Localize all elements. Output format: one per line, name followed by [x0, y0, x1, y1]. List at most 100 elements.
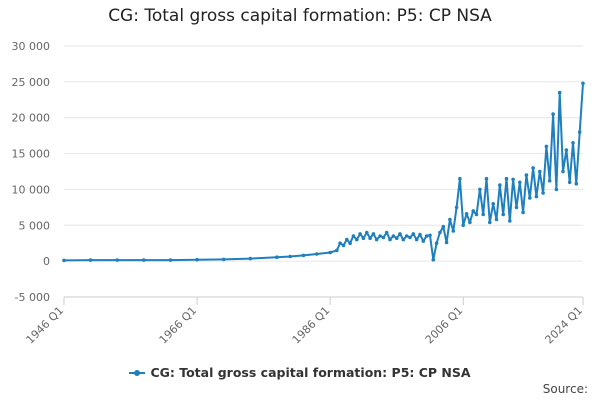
data-point — [541, 191, 545, 195]
data-point — [168, 258, 173, 262]
data-point — [478, 187, 482, 192]
data-point — [564, 148, 569, 152]
x-tick-label: 1966 Q1 — [157, 304, 200, 347]
data-point — [401, 237, 406, 242]
data-point — [431, 257, 436, 262]
data-point — [501, 212, 506, 217]
data-point — [288, 254, 293, 259]
y-tick-label: -5 000 — [15, 291, 50, 304]
x-tick-label: 1986 Q1 — [290, 304, 333, 347]
data-point — [394, 236, 399, 240]
y-tick-label: 0 — [43, 255, 50, 268]
chart-title: CG: Total gross capital formation: P5: C… — [108, 6, 492, 26]
data-point — [371, 232, 376, 236]
data-point — [368, 236, 372, 240]
data-point — [484, 176, 489, 181]
data-point — [528, 196, 532, 200]
data-point — [531, 166, 535, 170]
source-label: Source: — [542, 382, 588, 396]
x-tick-label: 1946 Q1 — [24, 304, 67, 347]
data-point — [115, 258, 119, 262]
x-tick-label: 2024 Q1 — [543, 304, 586, 347]
data-point — [408, 235, 412, 240]
data-point — [345, 237, 349, 242]
data-point — [514, 205, 519, 210]
data-point — [581, 81, 585, 86]
data-point — [62, 258, 66, 263]
data-point — [481, 212, 486, 217]
series-line — [63, 83, 584, 262]
data-point — [474, 212, 479, 217]
data-point — [454, 205, 459, 210]
legend-label: CG: Total gross capital formation: P5: C… — [150, 365, 471, 380]
data-point — [428, 233, 432, 238]
data-point — [221, 257, 226, 262]
data-point — [335, 248, 339, 253]
data-point — [248, 256, 253, 261]
data-point — [547, 179, 552, 183]
data-point — [498, 183, 502, 187]
data-point — [551, 112, 555, 116]
data-point — [458, 176, 462, 181]
data-point — [521, 210, 525, 215]
data-point — [448, 217, 452, 222]
data-point — [574, 181, 579, 186]
legend-marker-icon — [129, 369, 146, 377]
data-point — [374, 237, 379, 242]
data-point — [438, 230, 442, 235]
data-point — [554, 187, 559, 192]
data-point — [451, 229, 456, 233]
legend[interactable]: CG: Total gross capital formation: P5: C… — [0, 365, 600, 380]
data-point — [388, 237, 392, 242]
data-point — [384, 230, 389, 235]
data-point — [411, 232, 416, 236]
data-point — [561, 169, 565, 174]
data-point — [328, 250, 333, 255]
data-point — [424, 234, 429, 238]
data-point — [378, 234, 382, 238]
data-point — [491, 202, 496, 206]
data-point — [351, 234, 356, 238]
x-tick-label: 2006 Q1 — [423, 304, 466, 347]
data-point — [518, 180, 522, 185]
data-point — [461, 223, 466, 228]
data-point — [381, 235, 386, 240]
data-point — [348, 241, 352, 245]
data-point — [494, 217, 499, 222]
data-point — [365, 230, 369, 235]
data-point — [544, 144, 549, 149]
data-point — [468, 220, 472, 225]
data-point — [504, 176, 509, 181]
y-tick-label: 5 000 — [19, 219, 51, 232]
data-point — [508, 219, 512, 223]
data-point — [391, 234, 396, 238]
data-point — [341, 243, 346, 248]
data-point — [567, 180, 572, 185]
y-tick-label: 15 000 — [12, 148, 51, 161]
data-point — [358, 232, 362, 236]
data-point — [301, 253, 306, 258]
data-point — [418, 232, 422, 237]
data-point — [524, 173, 529, 177]
data-point — [488, 220, 492, 225]
data-point — [142, 258, 146, 262]
data-point — [361, 236, 366, 240]
data-point — [511, 177, 515, 182]
data-point — [88, 258, 93, 262]
data-point — [275, 255, 279, 259]
y-tick-label: 30 000 — [12, 40, 51, 53]
data-point — [577, 130, 582, 134]
data-point — [538, 169, 542, 174]
data-point — [414, 237, 419, 242]
data-point — [421, 239, 426, 243]
y-tick-label: 20 000 — [12, 112, 51, 125]
data-point — [404, 234, 409, 238]
y-tick-label: 10 000 — [12, 183, 51, 196]
data-point — [471, 209, 476, 213]
data-point — [434, 241, 439, 245]
data-point — [315, 252, 319, 256]
data-point — [355, 237, 359, 242]
data-point — [398, 232, 402, 236]
y-tick-label: 25 000 — [12, 76, 51, 89]
